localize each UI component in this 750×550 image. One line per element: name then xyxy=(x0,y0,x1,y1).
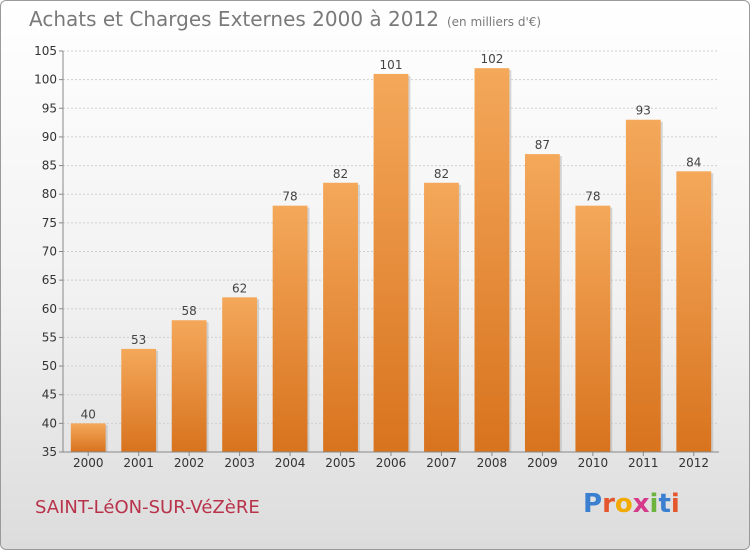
logo-letter: i xyxy=(670,489,680,519)
x-tick-label: 2007 xyxy=(426,456,457,470)
x-tick-label: 2003 xyxy=(224,456,255,470)
bar xyxy=(676,171,712,453)
logo-letter: r xyxy=(602,489,615,519)
bar xyxy=(272,205,308,452)
y-tick-label: 35 xyxy=(42,445,57,459)
y-tick-label: 55 xyxy=(42,330,57,344)
logo-letter: t xyxy=(658,489,671,519)
x-tick-label: 2002 xyxy=(174,456,205,470)
y-tick-label: 45 xyxy=(42,388,57,402)
value-label: 62 xyxy=(232,281,247,295)
axes xyxy=(59,50,719,456)
x-tick-label: 2006 xyxy=(376,456,407,470)
value-label: 101 xyxy=(380,58,403,72)
y-tick-label: 40 xyxy=(42,416,57,430)
bar xyxy=(70,423,106,452)
x-tick-label: 2008 xyxy=(477,456,508,470)
y-tick-label: 95 xyxy=(42,101,57,115)
y-tick-label: 80 xyxy=(42,187,57,201)
y-tick-label: 60 xyxy=(42,302,57,316)
logo-letter: o xyxy=(614,489,633,519)
bar xyxy=(524,154,560,452)
bars xyxy=(70,68,714,453)
bar xyxy=(474,68,510,452)
logo-letter: x xyxy=(632,489,650,519)
value-label: 84 xyxy=(686,155,701,169)
y-tick-label: 90 xyxy=(42,130,57,144)
value-label: 93 xyxy=(636,104,651,118)
unit-label: (en milliers d'€) xyxy=(446,15,542,29)
value-label: 82 xyxy=(434,167,449,181)
logo-letter: i xyxy=(649,489,659,519)
y-tick-label: 85 xyxy=(42,159,57,173)
chart-title: Achats et Charges Externes 2000 à 2012 (e… xyxy=(29,7,541,31)
x-tick-label: 2001 xyxy=(123,456,154,470)
x-tick-label: 2005 xyxy=(325,456,356,470)
y-tick-label: 70 xyxy=(42,245,57,259)
bar xyxy=(625,119,661,452)
x-tick-label: 2010 xyxy=(578,456,609,470)
proxiti-logo: Proxiti xyxy=(583,489,680,519)
bar xyxy=(575,205,611,452)
title-text: Achats et Charges Externes 2000 à 2012 xyxy=(29,7,439,31)
y-tick-label: 75 xyxy=(42,216,57,230)
logo-letter: P xyxy=(583,489,603,519)
bar xyxy=(121,348,157,452)
value-label: 58 xyxy=(182,304,197,318)
x-tick-label: 2012 xyxy=(678,456,709,470)
value-label: 102 xyxy=(480,52,503,66)
x-tick-label: 2011 xyxy=(628,456,659,470)
y-tick-label: 65 xyxy=(42,273,57,287)
y-tick-label: 100 xyxy=(34,73,57,87)
bar xyxy=(323,182,358,452)
value-label: 40 xyxy=(81,407,96,421)
bar xyxy=(222,297,258,452)
x-tick-label: 2004 xyxy=(275,456,306,470)
value-label: 78 xyxy=(282,190,297,204)
x-tick-label: 2000 xyxy=(73,456,104,470)
bar xyxy=(424,182,459,452)
labels: 35 40 45 50 55 60 65 70 75 80 85 90 95 100 105 40 2000 53… xyxy=(34,44,709,470)
value-label: 82 xyxy=(333,167,348,181)
bar xyxy=(373,73,409,453)
value-label: 87 xyxy=(535,138,550,152)
city-name: SAINT-LéON-SUR-VéZèRE xyxy=(35,497,260,518)
value-label: 78 xyxy=(585,190,600,204)
bar xyxy=(171,320,207,452)
x-tick-label: 2009 xyxy=(527,456,558,470)
y-tick-label: 105 xyxy=(34,44,57,58)
y-tick-label: 50 xyxy=(42,359,57,373)
value-label: 53 xyxy=(131,333,146,347)
